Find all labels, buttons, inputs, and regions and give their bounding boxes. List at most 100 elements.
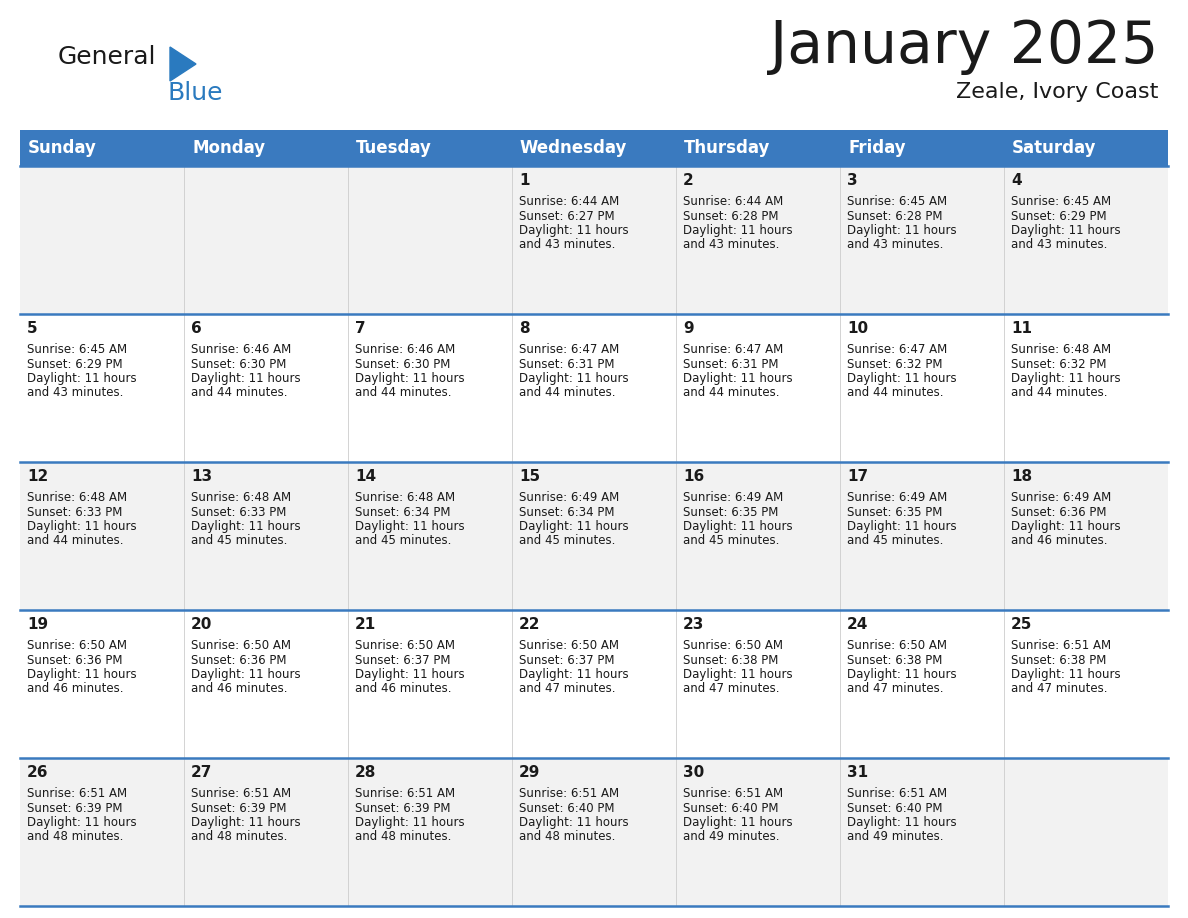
Text: Daylight: 11 hours: Daylight: 11 hours — [27, 816, 137, 829]
Text: and 46 minutes.: and 46 minutes. — [355, 682, 451, 696]
Text: Sunrise: 6:45 AM: Sunrise: 6:45 AM — [27, 343, 127, 356]
Text: Sunrise: 6:50 AM: Sunrise: 6:50 AM — [683, 639, 783, 652]
Text: Daylight: 11 hours: Daylight: 11 hours — [27, 372, 137, 385]
Text: Daylight: 11 hours: Daylight: 11 hours — [1011, 668, 1120, 681]
Text: and 43 minutes.: and 43 minutes. — [27, 386, 124, 399]
Text: and 49 minutes.: and 49 minutes. — [683, 831, 779, 844]
Text: 31: 31 — [847, 765, 868, 780]
Text: Sunset: 6:39 PM: Sunset: 6:39 PM — [191, 801, 286, 814]
Text: Sunset: 6:38 PM: Sunset: 6:38 PM — [1011, 654, 1106, 666]
Text: and 49 minutes.: and 49 minutes. — [847, 831, 943, 844]
Text: Daylight: 11 hours: Daylight: 11 hours — [847, 668, 956, 681]
Text: 11: 11 — [1011, 321, 1032, 336]
Text: 3: 3 — [847, 173, 858, 188]
Text: Sunset: 6:39 PM: Sunset: 6:39 PM — [355, 801, 450, 814]
Text: Friday: Friday — [848, 139, 905, 157]
Text: Blue: Blue — [168, 81, 223, 105]
Text: Sunrise: 6:48 AM: Sunrise: 6:48 AM — [27, 491, 127, 504]
Text: 12: 12 — [27, 469, 49, 484]
Text: Sunrise: 6:49 AM: Sunrise: 6:49 AM — [519, 491, 619, 504]
Text: 13: 13 — [191, 469, 213, 484]
Text: Sunset: 6:30 PM: Sunset: 6:30 PM — [191, 357, 286, 371]
Text: Daylight: 11 hours: Daylight: 11 hours — [27, 520, 137, 533]
Text: Daylight: 11 hours: Daylight: 11 hours — [519, 520, 628, 533]
Bar — [20, 166, 1168, 314]
Text: Zeale, Ivory Coast: Zeale, Ivory Coast — [955, 82, 1158, 102]
Text: Sunrise: 6:49 AM: Sunrise: 6:49 AM — [847, 491, 947, 504]
Text: 10: 10 — [847, 321, 868, 336]
Text: Daylight: 11 hours: Daylight: 11 hours — [683, 668, 792, 681]
Bar — [20, 610, 1168, 758]
Text: Daylight: 11 hours: Daylight: 11 hours — [519, 224, 628, 237]
Text: Sunset: 6:36 PM: Sunset: 6:36 PM — [191, 654, 286, 666]
Text: Sunrise: 6:44 AM: Sunrise: 6:44 AM — [683, 195, 783, 208]
Text: Daylight: 11 hours: Daylight: 11 hours — [191, 520, 301, 533]
Text: Daylight: 11 hours: Daylight: 11 hours — [683, 224, 792, 237]
Text: Sunrise: 6:51 AM: Sunrise: 6:51 AM — [1011, 639, 1111, 652]
Text: and 43 minutes.: and 43 minutes. — [519, 239, 615, 252]
Text: and 44 minutes.: and 44 minutes. — [191, 386, 287, 399]
Text: Sunset: 6:37 PM: Sunset: 6:37 PM — [355, 654, 450, 666]
Text: Sunset: 6:35 PM: Sunset: 6:35 PM — [847, 506, 942, 519]
Text: General: General — [58, 45, 157, 69]
Text: and 48 minutes.: and 48 minutes. — [355, 831, 451, 844]
Text: Sunrise: 6:49 AM: Sunrise: 6:49 AM — [683, 491, 783, 504]
Text: 18: 18 — [1011, 469, 1032, 484]
Text: Sunset: 6:29 PM: Sunset: 6:29 PM — [27, 357, 122, 371]
Text: Sunset: 6:40 PM: Sunset: 6:40 PM — [847, 801, 942, 814]
Text: Daylight: 11 hours: Daylight: 11 hours — [355, 372, 465, 385]
Text: Sunset: 6:34 PM: Sunset: 6:34 PM — [355, 506, 450, 519]
Text: and 46 minutes.: and 46 minutes. — [27, 682, 124, 696]
Text: Sunrise: 6:51 AM: Sunrise: 6:51 AM — [683, 787, 783, 800]
Text: Sunrise: 6:51 AM: Sunrise: 6:51 AM — [27, 787, 127, 800]
Text: 20: 20 — [191, 617, 213, 632]
Text: and 47 minutes.: and 47 minutes. — [519, 682, 615, 696]
Text: 29: 29 — [519, 765, 541, 780]
Text: Daylight: 11 hours: Daylight: 11 hours — [847, 372, 956, 385]
Text: and 44 minutes.: and 44 minutes. — [683, 386, 779, 399]
Text: Sunrise: 6:47 AM: Sunrise: 6:47 AM — [847, 343, 947, 356]
Text: Sunrise: 6:49 AM: Sunrise: 6:49 AM — [1011, 491, 1111, 504]
Text: Sunset: 6:33 PM: Sunset: 6:33 PM — [27, 506, 122, 519]
Text: and 43 minutes.: and 43 minutes. — [1011, 239, 1107, 252]
Text: and 44 minutes.: and 44 minutes. — [1011, 386, 1107, 399]
Text: Daylight: 11 hours: Daylight: 11 hours — [1011, 372, 1120, 385]
Text: and 47 minutes.: and 47 minutes. — [847, 682, 943, 696]
Text: 7: 7 — [355, 321, 366, 336]
Text: and 48 minutes.: and 48 minutes. — [519, 831, 615, 844]
Text: January 2025: January 2025 — [770, 18, 1158, 75]
Text: Sunrise: 6:48 AM: Sunrise: 6:48 AM — [191, 491, 291, 504]
Text: and 47 minutes.: and 47 minutes. — [683, 682, 779, 696]
Text: 24: 24 — [847, 617, 868, 632]
Text: 15: 15 — [519, 469, 541, 484]
Text: Sunset: 6:36 PM: Sunset: 6:36 PM — [1011, 506, 1106, 519]
Text: 22: 22 — [519, 617, 541, 632]
Text: Sunrise: 6:51 AM: Sunrise: 6:51 AM — [355, 787, 455, 800]
Text: 21: 21 — [355, 617, 377, 632]
Bar — [20, 462, 1168, 610]
Text: Daylight: 11 hours: Daylight: 11 hours — [191, 372, 301, 385]
Bar — [20, 758, 1168, 906]
Text: Daylight: 11 hours: Daylight: 11 hours — [847, 816, 956, 829]
Bar — [20, 314, 1168, 462]
Text: 8: 8 — [519, 321, 530, 336]
Text: Sunrise: 6:48 AM: Sunrise: 6:48 AM — [355, 491, 455, 504]
Text: and 45 minutes.: and 45 minutes. — [355, 534, 451, 547]
Text: Sunrise: 6:48 AM: Sunrise: 6:48 AM — [1011, 343, 1111, 356]
Text: Tuesday: Tuesday — [356, 139, 432, 157]
Text: Daylight: 11 hours: Daylight: 11 hours — [1011, 520, 1120, 533]
Text: 27: 27 — [191, 765, 213, 780]
Text: and 43 minutes.: and 43 minutes. — [847, 239, 943, 252]
Text: Daylight: 11 hours: Daylight: 11 hours — [683, 816, 792, 829]
Text: Sunday: Sunday — [29, 139, 97, 157]
Text: Daylight: 11 hours: Daylight: 11 hours — [847, 520, 956, 533]
Text: Wednesday: Wednesday — [520, 139, 627, 157]
Polygon shape — [170, 47, 196, 81]
Text: 4: 4 — [1011, 173, 1022, 188]
Text: Sunrise: 6:50 AM: Sunrise: 6:50 AM — [519, 639, 619, 652]
Text: Sunrise: 6:50 AM: Sunrise: 6:50 AM — [847, 639, 947, 652]
Text: Sunrise: 6:50 AM: Sunrise: 6:50 AM — [27, 639, 127, 652]
Text: Sunset: 6:35 PM: Sunset: 6:35 PM — [683, 506, 778, 519]
Text: Sunrise: 6:47 AM: Sunrise: 6:47 AM — [683, 343, 783, 356]
Text: Sunrise: 6:50 AM: Sunrise: 6:50 AM — [191, 639, 291, 652]
